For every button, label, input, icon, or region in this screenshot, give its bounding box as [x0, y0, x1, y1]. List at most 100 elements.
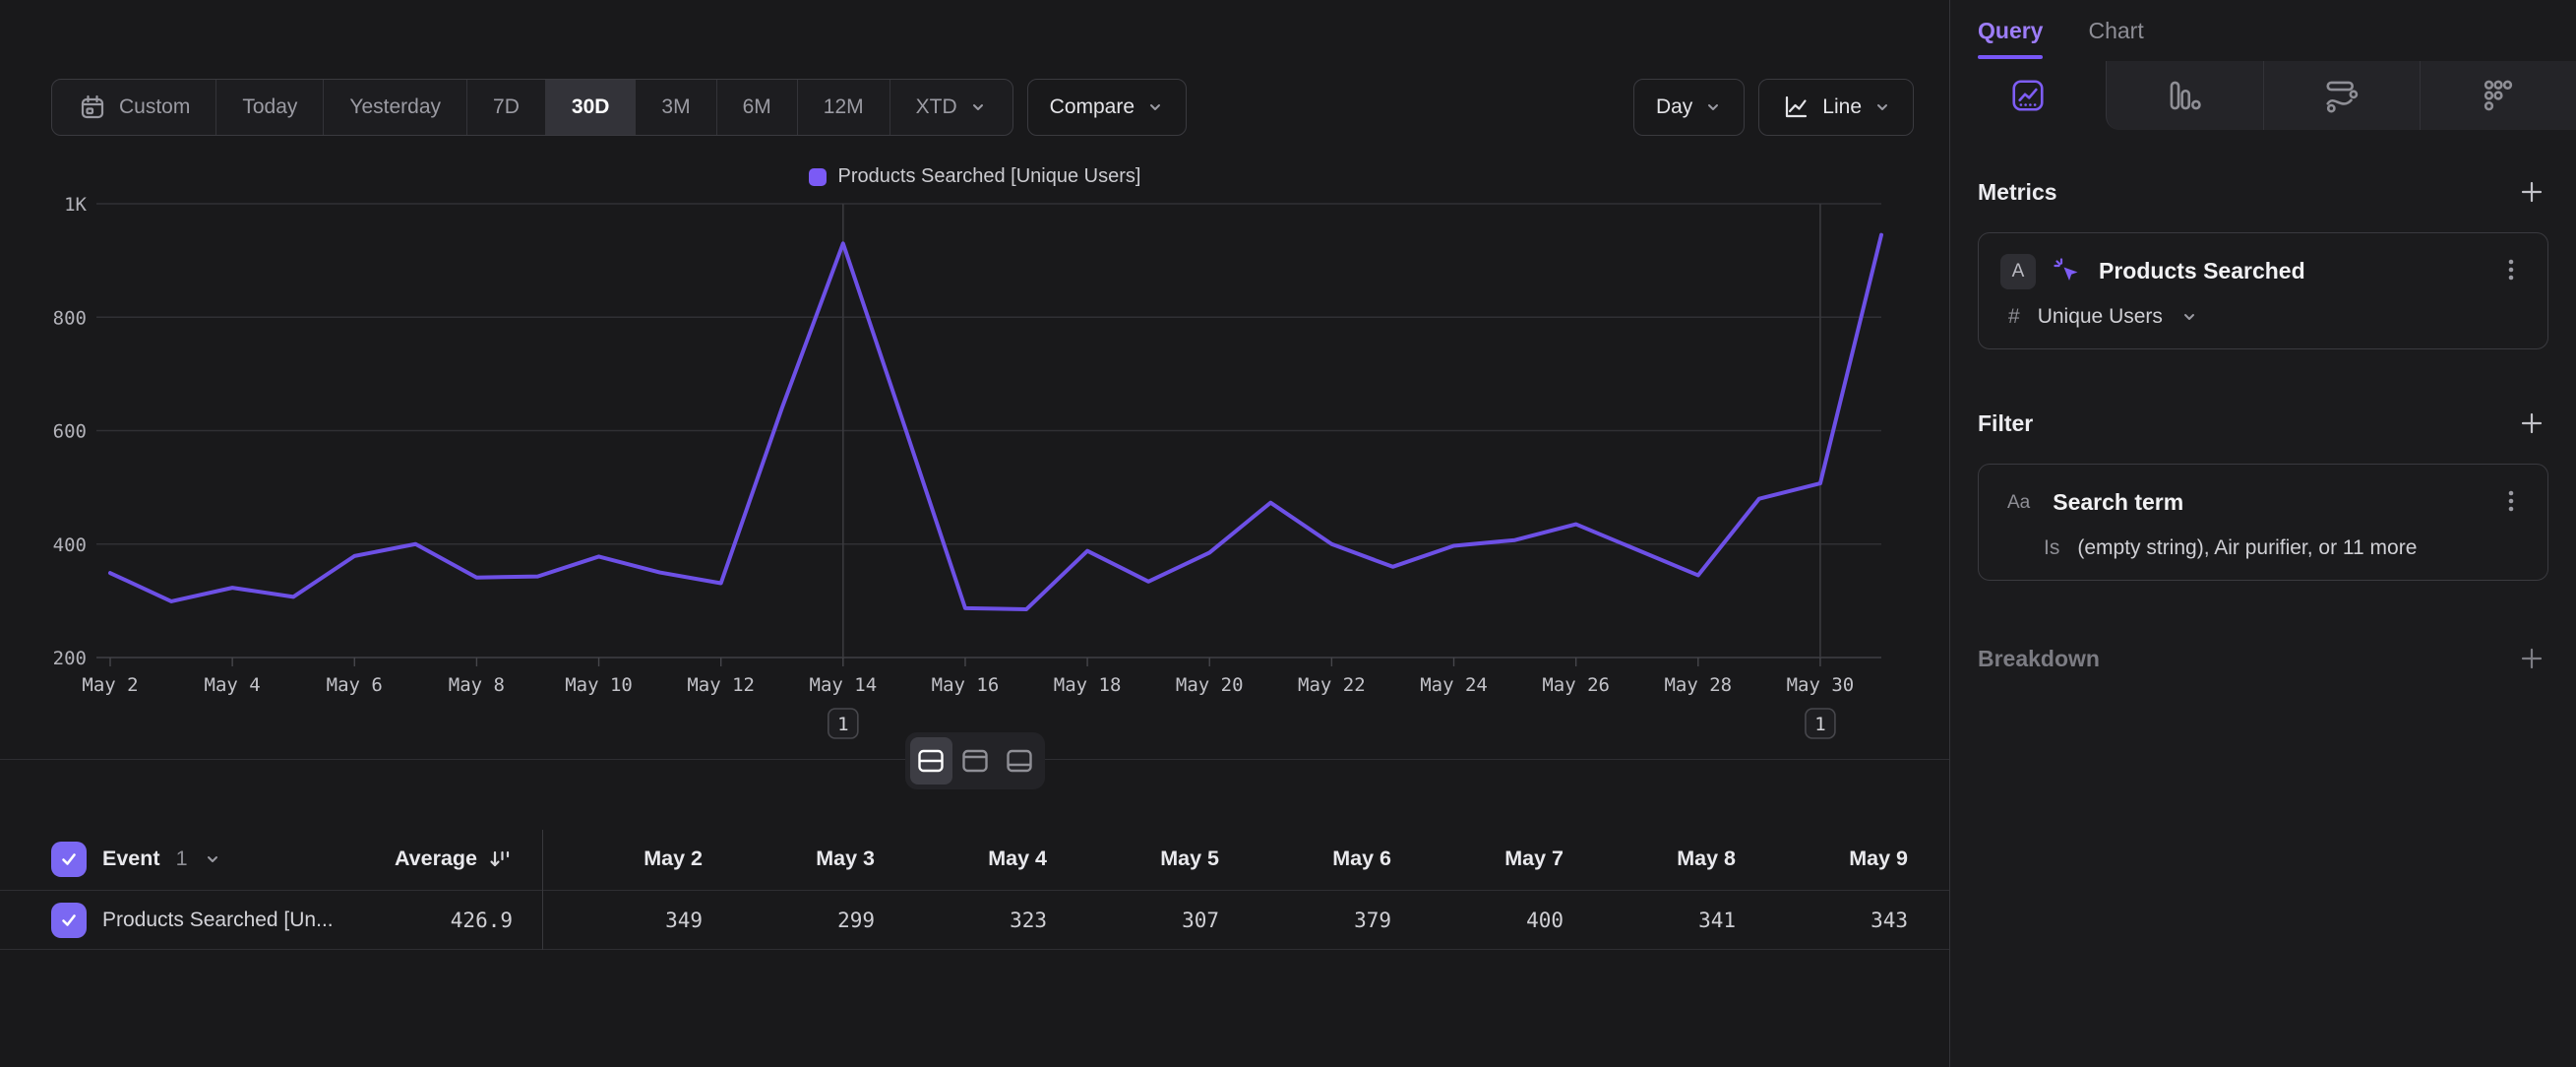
- date-value-cell: 349: [542, 909, 714, 932]
- bar-chart-icon: [2166, 77, 2203, 114]
- add-breakdown-button[interactable]: [2515, 642, 2548, 675]
- annotation-badge[interactable]: 1: [828, 709, 858, 738]
- filter-value[interactable]: (empty string), Air purifier, or 11 more: [2077, 536, 2417, 560]
- chart-type-tab-flows[interactable]: [2263, 61, 2420, 130]
- kebab-icon: [2500, 488, 2522, 514]
- row-average-value: 426.9: [376, 909, 513, 932]
- compare-label: Compare: [1050, 95, 1135, 119]
- date-column-header[interactable]: May 2: [542, 847, 714, 871]
- legend-swatch: [809, 168, 827, 186]
- filter-menu-button[interactable]: [2496, 484, 2526, 521]
- chart-style-button[interactable]: Line: [1758, 79, 1914, 136]
- table-header-row: Event 1 Average May 2May 3May 4May 5May …: [0, 828, 1949, 891]
- results-table: Event 1 Average May 2May 3May 4May 5May …: [0, 828, 1949, 950]
- chevron-down-icon[interactable]: [204, 850, 221, 868]
- check-icon: [58, 848, 80, 870]
- plus-icon: [2519, 179, 2545, 205]
- svg-text:May 24: May 24: [1420, 674, 1488, 696]
- line-chart-icon: [1781, 93, 1810, 122]
- split-view-toggle[interactable]: [910, 737, 952, 785]
- table-column-divider: [542, 830, 543, 950]
- compare-button[interactable]: Compare: [1027, 79, 1187, 136]
- top-panel-toggle[interactable]: [954, 737, 997, 785]
- svg-text:600: 600: [53, 421, 87, 443]
- chevron-down-icon[interactable]: [2180, 308, 2198, 326]
- range-3m[interactable]: 3M: [636, 80, 716, 135]
- svg-text:May 28: May 28: [1664, 674, 1732, 696]
- average-header-label[interactable]: Average: [395, 847, 477, 871]
- chart-type-tab-insights[interactable]: [1950, 61, 2106, 130]
- metric-menu-button[interactable]: [2496, 253, 2526, 289]
- svg-text:May 12: May 12: [687, 674, 755, 696]
- date-value-cell: 379: [1231, 909, 1403, 932]
- chevron-down-icon: [1704, 98, 1722, 116]
- svg-text:May 10: May 10: [565, 674, 633, 696]
- range-custom[interactable]: Custom: [52, 80, 216, 135]
- event-header-label[interactable]: Event: [102, 847, 160, 871]
- layout-toggle-group: [905, 732, 1045, 789]
- line-chart[interactable]: 1K800600400200May 2May 4May 6May 8May 10…: [49, 187, 1889, 748]
- filter-section: Filter Aa Search term Is (empty string),…: [1950, 407, 2576, 581]
- range-today[interactable]: Today: [216, 80, 324, 135]
- svg-text:1K: 1K: [64, 194, 87, 216]
- svg-text:200: 200: [53, 648, 87, 669]
- chart-type-tab-bar[interactable]: [2106, 61, 2262, 130]
- date-column-header[interactable]: May 9: [1748, 847, 1920, 871]
- range-yesterday[interactable]: Yesterday: [324, 80, 467, 135]
- date-column-header[interactable]: May 7: [1403, 847, 1575, 871]
- row-event-label[interactable]: Products Searched [Un...: [102, 909, 334, 932]
- date-column-header[interactable]: May 4: [887, 847, 1059, 871]
- svg-text:May 18: May 18: [1054, 674, 1122, 696]
- sort-descending-icon[interactable]: [487, 847, 513, 872]
- filter-type-badge: Aa: [2000, 485, 2037, 521]
- range-7d[interactable]: 7D: [467, 80, 546, 135]
- filter-operator[interactable]: Is: [2044, 536, 2059, 560]
- chart-type-tab-retention[interactable]: [2420, 61, 2576, 130]
- range-xtd[interactable]: XTD: [890, 80, 1012, 135]
- range-30d[interactable]: 30D: [546, 80, 637, 135]
- insights-line-icon: [2009, 77, 2047, 114]
- filter-property-name: Search term: [2053, 489, 2481, 516]
- dots-grid-icon: [2480, 77, 2517, 114]
- check-icon: [58, 910, 80, 931]
- add-filter-button[interactable]: [2515, 407, 2548, 440]
- svg-text:400: 400: [53, 534, 87, 556]
- filter-card[interactable]: Aa Search term Is (empty string), Air pu…: [1978, 464, 2548, 581]
- range-6m[interactable]: 6M: [717, 80, 798, 135]
- date-value-cell: 307: [1059, 909, 1231, 932]
- breakdown-title: Breakdown: [1978, 646, 2100, 672]
- granularity-button[interactable]: Day: [1633, 79, 1745, 136]
- date-range-group: CustomTodayYesterday7D30D3M6M12MXTD: [51, 79, 1013, 136]
- svg-text:May 14: May 14: [810, 674, 878, 696]
- query-panel: Query Chart Metrics: [1949, 0, 2576, 1067]
- chart-type-tabs: [1950, 61, 2576, 130]
- add-metric-button[interactable]: [2515, 175, 2548, 209]
- breakdown-section: Breakdown: [1950, 642, 2576, 675]
- panel-tabs: Query Chart: [1950, 0, 2576, 61]
- annotation-badge[interactable]: 1: [1806, 709, 1835, 738]
- metric-card[interactable]: A Products Searched # Unique Users: [1978, 232, 2548, 349]
- select-all-checkbox[interactable]: [51, 842, 87, 877]
- svg-text:May 8: May 8: [449, 674, 505, 696]
- tab-chart[interactable]: Chart: [2088, 0, 2143, 61]
- event-click-icon: [2052, 256, 2083, 287]
- aggregation-selector[interactable]: Unique Users: [2038, 305, 2163, 329]
- date-column-header[interactable]: May 5: [1059, 847, 1231, 871]
- svg-text:1: 1: [1814, 714, 1825, 735]
- range-12m[interactable]: 12M: [798, 80, 890, 135]
- svg-text:May 30: May 30: [1787, 674, 1855, 696]
- tab-query[interactable]: Query: [1978, 0, 2043, 61]
- date-column-header[interactable]: May 6: [1231, 847, 1403, 871]
- bottom-panel-toggle[interactable]: [998, 737, 1040, 785]
- top-panel-icon: [960, 747, 990, 775]
- plus-icon: [2519, 646, 2545, 671]
- svg-text:May 2: May 2: [82, 674, 138, 696]
- metric-series-badge: A: [2000, 254, 2036, 289]
- chevron-down-icon: [1146, 98, 1164, 116]
- chart-legend[interactable]: Products Searched [Unique Users]: [0, 165, 1949, 188]
- date-column-header[interactable]: May 3: [714, 847, 887, 871]
- kebab-icon: [2500, 257, 2522, 282]
- date-value-cell: 323: [887, 909, 1059, 932]
- date-column-header[interactable]: May 8: [1575, 847, 1748, 871]
- row-checkbox[interactable]: [51, 903, 87, 938]
